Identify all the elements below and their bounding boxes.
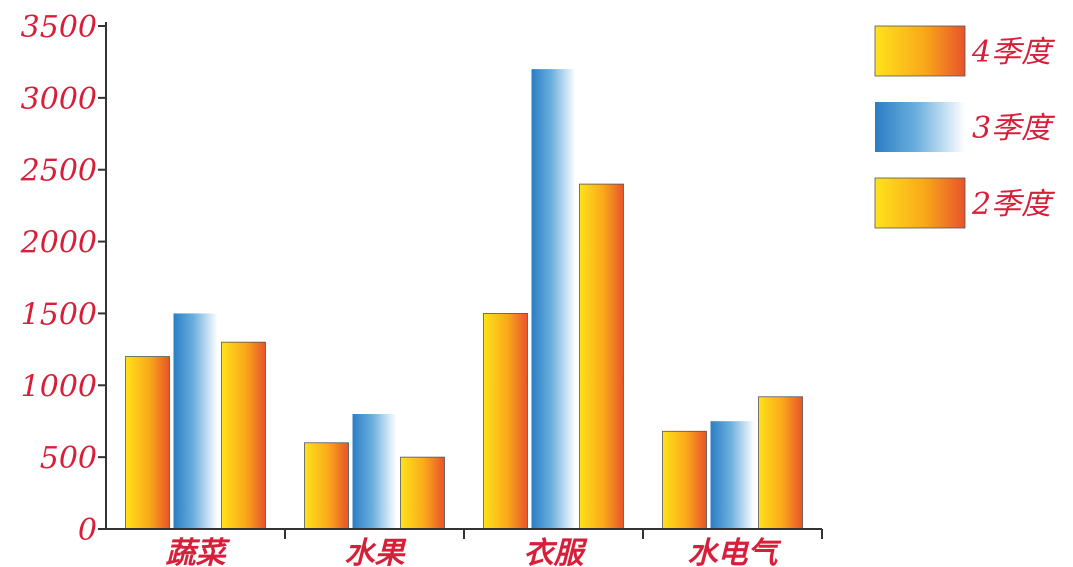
legend-swatch xyxy=(875,102,965,152)
y-tick-label: 2500 xyxy=(20,154,97,189)
bar-3-3 xyxy=(579,183,624,530)
category-label: 衣服 xyxy=(524,536,589,567)
y-tick-label: 0 xyxy=(78,513,97,548)
bar-3-2 xyxy=(400,456,445,530)
bar-2-1 xyxy=(173,313,218,529)
axes xyxy=(98,22,823,539)
legend-label: 2季度 xyxy=(971,187,1055,222)
category-labels: 蔬菜 水果 衣服 水电气 xyxy=(166,536,782,567)
legend-label: 3季度 xyxy=(972,111,1055,146)
bar-1-3 xyxy=(483,313,528,530)
legend-swatch xyxy=(874,177,966,229)
y-tick-label: 3500 xyxy=(21,10,97,45)
bar-3-4 xyxy=(758,396,803,530)
bars xyxy=(125,69,803,530)
y-tick-label: 1500 xyxy=(21,297,97,332)
category-label: 蔬菜 xyxy=(166,536,231,567)
legend-swatch xyxy=(874,25,966,77)
legend: 4季度 3季度 2季度 xyxy=(874,25,1055,229)
category-label: 水果 xyxy=(345,536,408,567)
bar-2-2 xyxy=(352,414,397,529)
y-tick-label: 2000 xyxy=(20,226,97,261)
bar-1-1 xyxy=(125,356,170,530)
bar-1-4 xyxy=(662,430,707,530)
y-tick-label: 3000 xyxy=(21,82,97,117)
y-axis-ticks: 0 500 1000 1500 2000 2500 3000 3500 xyxy=(20,10,97,548)
bar-1-2 xyxy=(304,442,349,530)
legend-label: 4季度 xyxy=(971,35,1055,70)
y-tick-label: 500 xyxy=(40,441,97,476)
bar-2-3 xyxy=(531,69,576,529)
category-label: 水电气 xyxy=(688,536,782,567)
bar-3-1 xyxy=(221,341,266,530)
bar-2-4 xyxy=(710,421,755,529)
y-tick-label: 1000 xyxy=(21,369,97,404)
